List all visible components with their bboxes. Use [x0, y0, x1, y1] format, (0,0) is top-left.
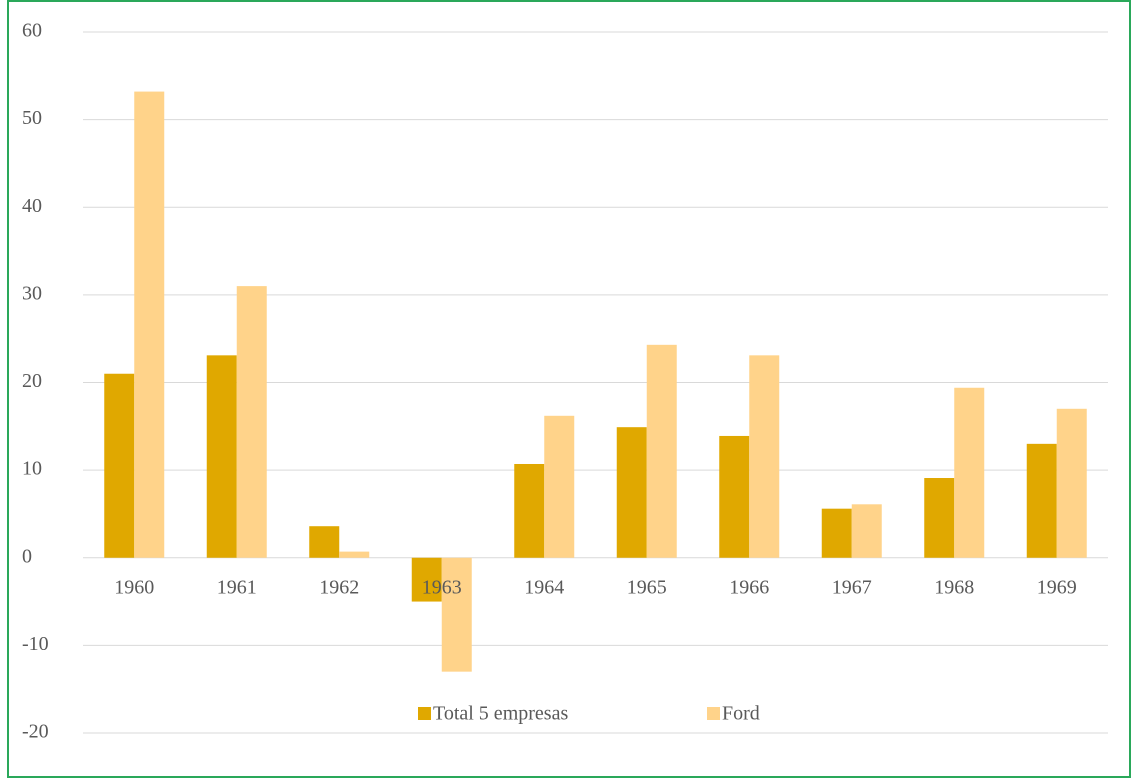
bar: [309, 526, 340, 558]
y-tick-label: 30: [22, 282, 42, 304]
y-tick-label: -20: [22, 721, 49, 743]
bar: [924, 478, 955, 558]
y-tick-label: 10: [22, 458, 42, 480]
x-tick-label: 1964: [524, 576, 564, 598]
x-tick-label: 1961: [217, 576, 257, 598]
bar: [206, 355, 237, 558]
legend-swatch: [707, 707, 720, 720]
x-tick-label: 1969: [1037, 576, 1077, 598]
legend-label: Total 5 empresas: [433, 703, 568, 725]
bar: [441, 557, 472, 672]
legend-label: Ford: [722, 703, 760, 725]
y-tick-label: 20: [22, 370, 42, 392]
bar: [411, 557, 442, 602]
x-tick-label: 1963: [422, 576, 462, 598]
bar: [821, 508, 852, 558]
x-tick-label: 1962: [319, 576, 359, 598]
x-tick-label: 1968: [934, 576, 974, 598]
bar: [1026, 443, 1057, 558]
bar: [339, 551, 370, 558]
bar: [514, 463, 545, 558]
x-tick-label: 1965: [627, 576, 667, 598]
x-tick-label: 1967: [832, 576, 872, 598]
bar: [749, 355, 780, 558]
chart-border: [7, 0, 1131, 778]
x-tick-label: 1966: [729, 576, 769, 598]
legend-swatch: [418, 707, 431, 720]
x-tick-label: 1960: [114, 576, 154, 598]
bar: [616, 427, 647, 558]
y-tick-label: 40: [22, 195, 42, 217]
bar: [104, 373, 135, 558]
bar: [646, 344, 677, 558]
bar: [851, 504, 882, 558]
bar: [134, 91, 165, 558]
bar: [236, 286, 267, 558]
y-tick-label: 50: [22, 107, 42, 129]
y-tick-label: -10: [22, 633, 49, 655]
y-tick-label: 60: [22, 20, 42, 42]
bar: [1056, 408, 1087, 558]
bar: [719, 435, 750, 558]
y-tick-label: 0: [22, 545, 32, 567]
bar: [954, 387, 985, 558]
bar: [544, 415, 575, 558]
